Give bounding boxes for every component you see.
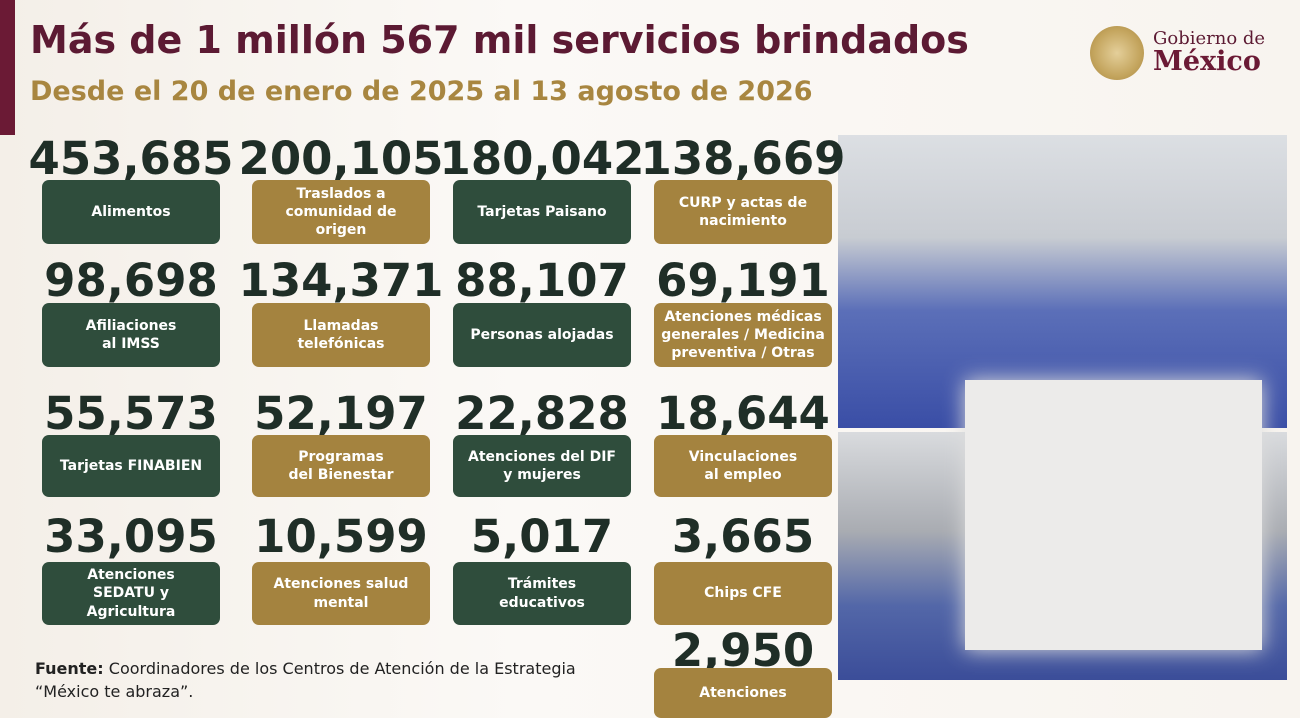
stat-label: Traslados a comunidad de origen — [252, 180, 430, 244]
stat-number: 10,599 — [254, 510, 428, 563]
source: Fuente: Coordinadores de los Centros de … — [35, 657, 576, 703]
stat-number: 134,371 — [238, 254, 444, 307]
source-label: Fuente: — [35, 659, 104, 678]
stat-label: Atenciones — [654, 668, 832, 718]
stat-label: Trámites educativos — [453, 562, 631, 625]
stat-number: 18,644 — [656, 387, 830, 440]
stat-label: Tarjetas Paisano — [453, 180, 631, 244]
source-text: “México te abraza”. — [35, 682, 194, 701]
logo-text: Gobierno de — [1153, 28, 1266, 49]
stat-number: 33,095 — [44, 510, 218, 563]
stat-label: CURP y actas de nacimiento — [654, 180, 832, 244]
stat-label: Programas del Bienestar — [252, 435, 430, 497]
stat-number: 98,698 — [44, 254, 218, 307]
subtitle: Desde el 20 de enero de 2025 al 13 agost… — [30, 76, 813, 107]
logo-text: México — [1153, 46, 1261, 77]
stat-number: 52,197 — [254, 387, 428, 440]
stat-number: 69,191 — [656, 254, 830, 307]
stat-label: Alimentos — [42, 180, 220, 244]
stat-label: Tarjetas FINABIEN — [42, 435, 220, 497]
stat-label: Llamadas telefónicas — [252, 303, 430, 367]
source-text: Coordinadores de los Centros de Atención… — [108, 659, 576, 678]
stat-label: Atenciones SEDATU y Agricultura — [42, 562, 220, 625]
stat-label: Atenciones del DIF y mujeres — [453, 435, 631, 497]
stat-number: 138,669 — [640, 132, 846, 185]
stat-number: 88,107 — [455, 254, 629, 307]
stat-label: Personas alojadas — [453, 303, 631, 367]
title: Más de 1 millón 567 mil servicios brinda… — [30, 18, 969, 62]
stat-number: 453,685 — [28, 132, 234, 185]
stat-number: 200,105 — [238, 132, 444, 185]
emblem — [1090, 26, 1144, 80]
photo-overlay — [965, 380, 1262, 650]
stat-label: Afiliaciones al IMSS — [42, 303, 220, 367]
stat-label: Atenciones médicas generales / Medicina … — [654, 303, 832, 367]
stat-number: 3,665 — [671, 510, 815, 563]
stat-number: 5,017 — [470, 510, 614, 563]
stat-label: Vinculaciones al empleo — [654, 435, 832, 497]
photo — [838, 135, 1287, 428]
stat-number: 180,042 — [439, 132, 645, 185]
stat-label: Atenciones salud mental — [252, 562, 430, 625]
stat-number: 22,828 — [455, 387, 629, 440]
accent-bar — [0, 0, 15, 135]
stat-label: Chips CFE — [654, 562, 832, 625]
stat-number: 55,573 — [44, 387, 218, 440]
